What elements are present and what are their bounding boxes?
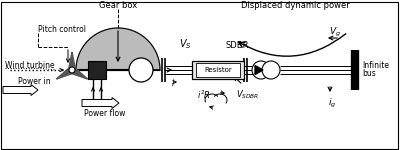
Text: Resistor: Resistor: [204, 67, 232, 73]
Text: Pitch control: Pitch control: [38, 26, 86, 34]
Circle shape: [129, 58, 153, 82]
Text: Power in: Power in: [18, 78, 51, 87]
Circle shape: [252, 61, 270, 79]
Text: Gear box: Gear box: [99, 0, 137, 9]
Polygon shape: [68, 52, 76, 70]
Circle shape: [262, 61, 280, 79]
Text: DFIG: DFIG: [132, 67, 150, 73]
Text: $V_S$: $V_S$: [179, 37, 191, 51]
Polygon shape: [76, 28, 160, 70]
Text: Power flow: Power flow: [84, 108, 126, 117]
Text: $V_{SDBR}$: $V_{SDBR}$: [236, 89, 260, 101]
FancyBboxPatch shape: [196, 63, 240, 77]
Text: $i^2R$: $i^2R$: [197, 89, 211, 101]
FancyBboxPatch shape: [192, 61, 244, 79]
FancyArrow shape: [3, 84, 38, 96]
Polygon shape: [70, 67, 88, 79]
Circle shape: [69, 67, 75, 73]
Text: i: i: [172, 80, 174, 88]
Text: Wind turbine: Wind turbine: [5, 60, 55, 69]
FancyBboxPatch shape: [1, 2, 398, 149]
Polygon shape: [255, 66, 263, 75]
Text: bus: bus: [362, 69, 376, 78]
Text: SDBR: SDBR: [225, 40, 249, 50]
FancyBboxPatch shape: [88, 61, 106, 79]
Text: Infinite: Infinite: [362, 61, 389, 70]
FancyArrow shape: [82, 98, 119, 108]
Text: $i_g$: $i_g$: [328, 96, 336, 110]
Text: Displaced dynamic power: Displaced dynamic power: [241, 0, 349, 9]
FancyArrowPatch shape: [239, 34, 346, 56]
Polygon shape: [56, 67, 74, 79]
Text: $V_g$: $V_g$: [329, 26, 341, 39]
